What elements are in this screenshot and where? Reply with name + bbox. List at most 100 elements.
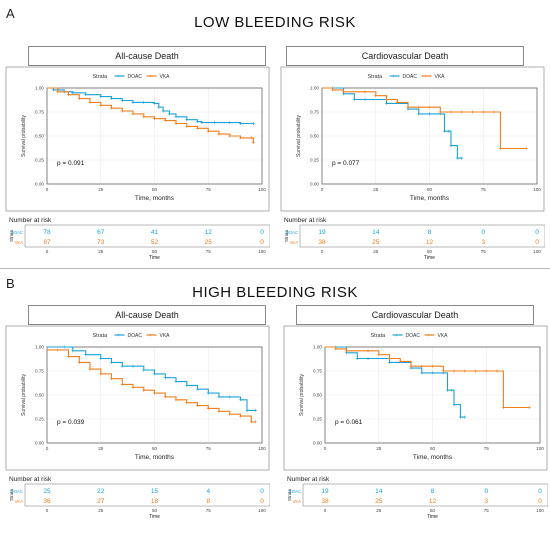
censor-mark-doac xyxy=(239,398,242,402)
censor-mark-vka xyxy=(67,93,70,97)
legend-label-doac: DOAC xyxy=(403,74,418,80)
censor-mark-doac xyxy=(385,101,388,105)
censor-mark-doac xyxy=(449,144,453,148)
km-curve-vka xyxy=(325,346,530,409)
risk-count-doac: 0 xyxy=(484,488,488,495)
censor-mark-vka xyxy=(174,122,178,126)
y-tick-label: 0.00 xyxy=(35,441,44,446)
risk-time-label: Time xyxy=(427,514,438,520)
risk-time-tick: 75 xyxy=(206,508,212,513)
y-tick-label: 0.25 xyxy=(313,417,322,422)
x-axis-label: Time, months xyxy=(135,195,175,202)
censor-mark-vka xyxy=(120,109,124,113)
risk-count-vka: 25 xyxy=(205,239,213,246)
censor-mark-vka xyxy=(395,100,399,104)
km-chart-b-all-cause: Strata + DOAC + VKA 0.00 0.25 0.50 0.75 1.00 0 25 50… xyxy=(5,325,270,520)
risk-time-label: Time xyxy=(149,514,160,520)
censor-mark-doac xyxy=(163,376,167,380)
censor-mark-doac xyxy=(217,395,221,399)
risk-count-vka: 27 xyxy=(97,498,105,505)
x-tick-label: 0 xyxy=(321,187,324,192)
censor-mark-doac xyxy=(452,403,456,407)
censor-mark-vka xyxy=(153,391,156,395)
risk-row-label-doac: DOAC xyxy=(11,489,23,494)
risk-time-tick: 50 xyxy=(152,508,158,513)
risk-time-tick: 75 xyxy=(206,249,212,254)
censor-mark-doac xyxy=(251,122,255,126)
risk-count-vka: 36 xyxy=(43,498,51,505)
censor-mark-vka xyxy=(334,347,338,351)
risk-count-doac: 15 xyxy=(151,488,159,495)
censor-mark-vka xyxy=(153,117,156,121)
risk-table-frame xyxy=(24,483,270,507)
censor-mark-doac xyxy=(174,115,178,119)
km-curve-vka xyxy=(322,87,527,150)
risk-time-tick: 100 xyxy=(536,508,544,513)
censor-mark-vka xyxy=(217,132,221,136)
risk-count-vka: 38 xyxy=(321,498,329,505)
censor-mark-vka xyxy=(217,409,221,413)
x-tick-label: 25 xyxy=(376,446,382,451)
y-tick-label: 1.00 xyxy=(35,345,44,350)
censor-mark-vka xyxy=(492,110,496,114)
x-tick-label: 100 xyxy=(258,446,266,451)
censor-mark-doac xyxy=(428,112,431,116)
censor-mark-doac xyxy=(228,395,232,399)
censor-mark-vka xyxy=(88,100,92,104)
censor-mark-vka xyxy=(406,105,410,109)
censor-mark-doac xyxy=(84,353,88,357)
y-tick-label: 1.00 xyxy=(313,345,322,350)
censor-mark-vka xyxy=(206,406,210,410)
censor-mark-vka xyxy=(495,369,499,373)
risk-count-doac: 78 xyxy=(43,229,51,236)
censor-mark-vka xyxy=(228,412,232,416)
censor-mark-vka xyxy=(377,353,381,357)
censor-mark-doac xyxy=(443,129,447,133)
risk-count-doac: 0 xyxy=(538,488,542,495)
censor-mark-doac xyxy=(352,98,356,102)
censor-mark-doac xyxy=(168,112,172,116)
y-tick-label: 0.50 xyxy=(35,393,44,398)
x-tick-label: 0 xyxy=(324,446,327,451)
censor-mark-vka xyxy=(452,369,456,373)
risk-table-frame xyxy=(24,224,270,248)
censor-mark-doac xyxy=(110,360,113,364)
x-tick-label: 50 xyxy=(152,187,158,192)
censor-mark-vka xyxy=(441,369,445,373)
plot-border xyxy=(46,346,263,444)
risk-table-strata-label: Strata xyxy=(287,489,292,502)
censor-mark-vka xyxy=(345,349,348,353)
censor-mark-doac xyxy=(245,408,249,412)
risk-count-vka: 38 xyxy=(318,239,326,246)
legend-label-doac: DOAC xyxy=(128,333,143,339)
x-tick-label: 100 xyxy=(536,446,544,451)
legend-title: Strata xyxy=(371,333,387,339)
x-tick-label: 25 xyxy=(98,187,104,192)
censor-mark-doac xyxy=(185,118,189,122)
risk-time-tick: 75 xyxy=(484,508,490,513)
section-b-title: HIGH BLEEDING RISK xyxy=(192,284,358,301)
censor-mark-doac xyxy=(142,368,146,372)
censor-mark-vka xyxy=(481,110,485,114)
legend-mark: + xyxy=(149,333,152,339)
legend-mark: + xyxy=(149,74,152,80)
y-tick-label: 0.75 xyxy=(310,110,319,115)
legend: Strata + DOAC + VKA xyxy=(368,74,446,80)
censor-mark-doac xyxy=(110,97,113,101)
censor-mark-doac xyxy=(200,121,204,125)
risk-time-tick: 0 xyxy=(46,249,49,254)
x-tick-label: 50 xyxy=(427,187,433,192)
risk-time-label: Time xyxy=(424,255,435,261)
x-tick-label: 50 xyxy=(152,446,158,451)
x-tick-label: 75 xyxy=(481,187,487,192)
risk-count-doac: 41 xyxy=(151,229,159,236)
p-value: p = 0.061 xyxy=(335,419,363,426)
risk-table-frame xyxy=(299,224,545,248)
risk-count-doac: 19 xyxy=(321,488,329,495)
y-axis-label: Survival probability xyxy=(299,374,305,416)
censor-mark-doac xyxy=(417,112,421,116)
risk-time-tick: 0 xyxy=(321,249,324,254)
risk-row-label-doac: DOAC xyxy=(289,489,301,494)
risk-count-doac: 8 xyxy=(428,229,432,236)
censor-mark-doac xyxy=(460,156,464,160)
